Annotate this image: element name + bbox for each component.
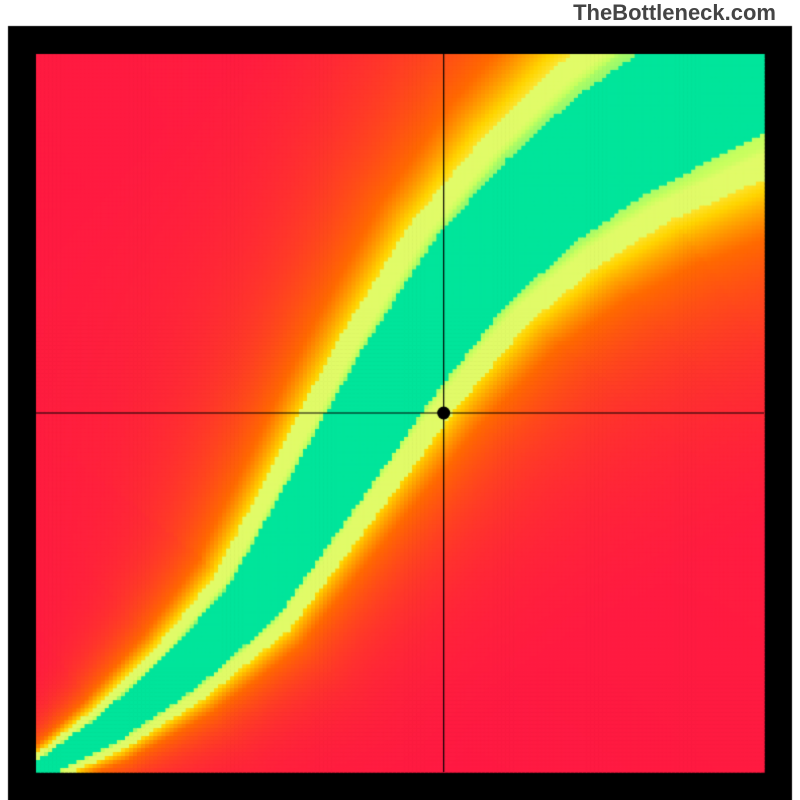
chart-container: TheBottleneck.com [0, 0, 800, 800]
bottleneck-heatmap [0, 0, 800, 800]
watermark-text: TheBottleneck.com [573, 0, 776, 26]
